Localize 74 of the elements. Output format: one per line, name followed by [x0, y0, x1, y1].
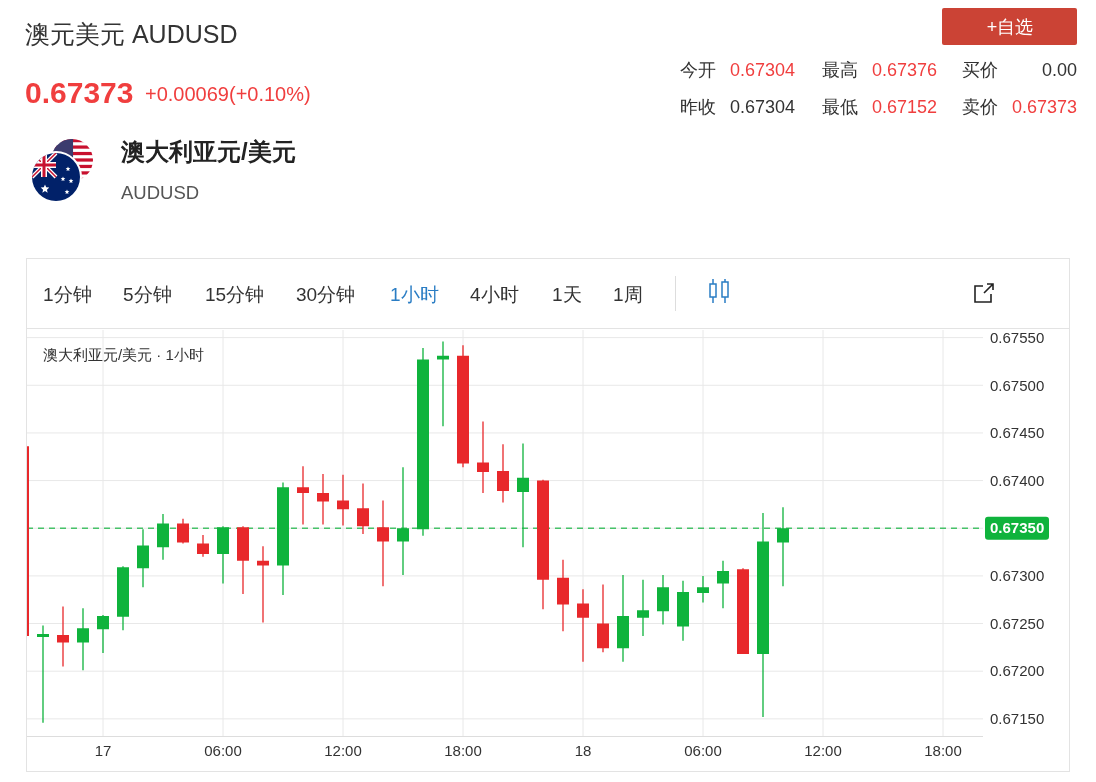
text: 昨收	[680, 97, 716, 117]
text: 1周	[613, 284, 643, 305]
x-tick-label: 12:00	[324, 742, 362, 759]
text: +0.00069(+0.10%)	[145, 83, 311, 105]
text: 1小时	[390, 284, 439, 305]
text: 0.00	[1041, 60, 1077, 80]
text: 最高	[822, 60, 858, 80]
text: 买价	[962, 60, 998, 80]
candlestick	[717, 560, 729, 609]
candlestick	[537, 479, 549, 610]
candlestick	[277, 482, 289, 595]
text: 15分钟	[205, 284, 265, 305]
y-tick-label: 0.67250	[990, 614, 1045, 632]
y-tick-label: 0.67150	[990, 710, 1045, 728]
text: 0.67373	[25, 76, 134, 109]
annotation: 澳大利亚元/美元 · 1小时	[43, 346, 204, 363]
text: 0.67304	[730, 60, 796, 80]
text: 0.67304	[730, 97, 796, 117]
text: 1分钟	[43, 284, 92, 305]
candlestick	[617, 574, 629, 662]
x-tick-label: 18:00	[444, 742, 482, 759]
candlestick	[657, 574, 669, 625]
candlestick	[637, 579, 649, 636]
y-tick-label: 0.67450	[990, 424, 1045, 442]
candlestick	[557, 559, 569, 632]
x-tick-label: 06:00	[204, 742, 242, 759]
candlestick	[337, 474, 349, 526]
candlestick	[477, 421, 489, 493]
text: 0.67373	[1011, 97, 1077, 117]
x-tick-label: 18	[574, 742, 592, 759]
text: 最低	[822, 97, 858, 117]
candlestick	[457, 345, 469, 468]
x-tick-label: 17	[94, 742, 112, 759]
y-tick-label: 0.67400	[990, 471, 1045, 489]
text: 今开	[680, 60, 716, 80]
candlestick	[577, 589, 589, 662]
candlestick	[57, 606, 69, 667]
text: 4小时	[470, 284, 519, 305]
text: 澳大利亚元/美元	[120, 138, 296, 165]
candlestick	[737, 568, 749, 655]
candlestick	[37, 625, 49, 723]
candlestick	[97, 614, 109, 654]
candlestick	[697, 575, 709, 603]
candlestick	[197, 534, 209, 557]
candlestick	[237, 526, 249, 594]
ref-line-label: 0.67350	[990, 519, 1045, 537]
text: 0.67152	[872, 97, 938, 117]
candlestick	[497, 444, 509, 503]
y-tick-label: 0.67200	[990, 662, 1045, 680]
text: AUDUSD	[121, 182, 200, 203]
text: 30分钟	[296, 284, 356, 305]
candlestick	[377, 500, 389, 587]
y-tick-label: 0.67300	[990, 567, 1045, 585]
candlestick	[317, 473, 329, 525]
x-tick-label: 18:00	[924, 742, 962, 759]
candlestick	[77, 608, 89, 671]
candlestick	[597, 584, 609, 653]
candlestick	[117, 566, 129, 631]
candlestick	[297, 466, 309, 525]
y-tick-label: 0.67500	[990, 376, 1045, 394]
text: +自选	[986, 17, 1034, 37]
candlestick	[257, 546, 269, 623]
candlestick	[177, 518, 189, 544]
text: 卖价	[962, 97, 998, 117]
candlestick	[437, 341, 449, 427]
candlestick	[357, 483, 369, 534]
text: 5分钟	[123, 284, 172, 305]
x-tick-label: 12:00	[804, 742, 842, 759]
y-tick-label: 0.67550	[990, 328, 1045, 346]
x-tick-label: 06:00	[684, 742, 722, 759]
text: 0.67376	[872, 60, 938, 80]
chart-title: 澳元美元 AUDUSD	[25, 20, 238, 48]
candlestick	[677, 580, 689, 641]
text: 1天	[552, 284, 582, 305]
